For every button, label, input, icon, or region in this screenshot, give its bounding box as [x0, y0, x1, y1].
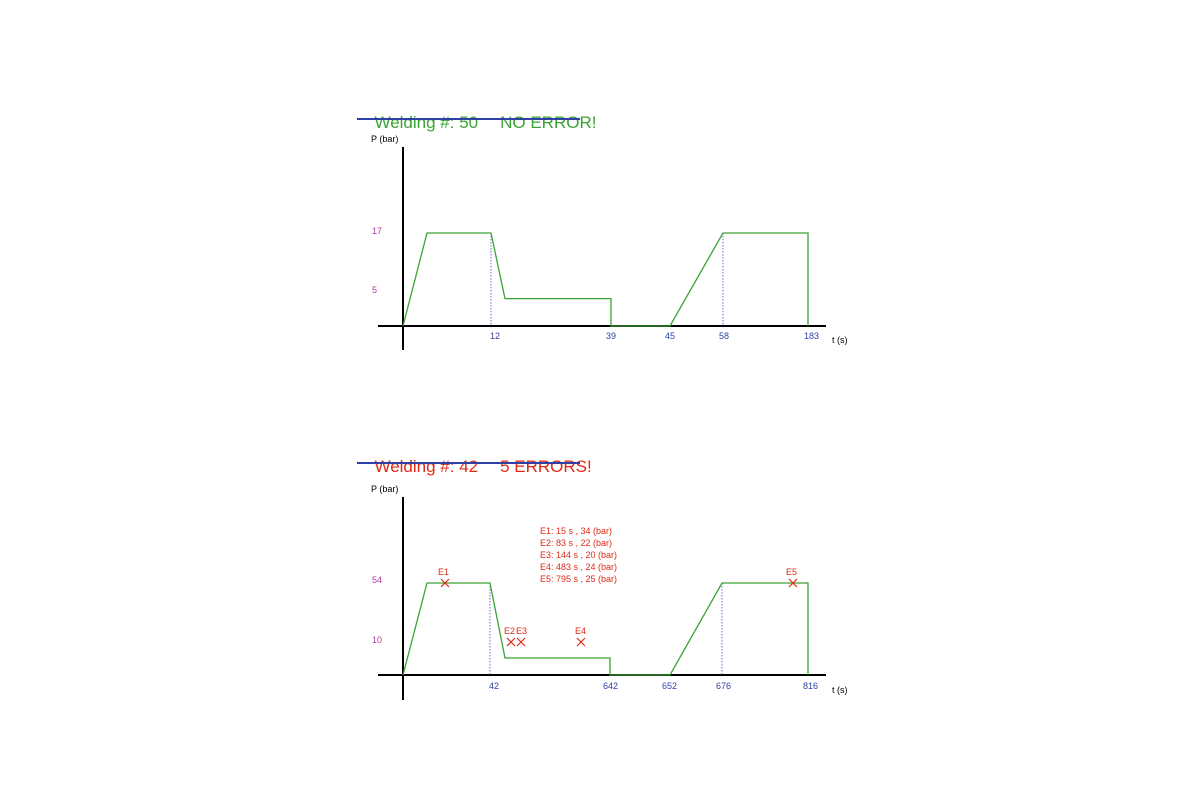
chart-2-xtick-4: 816: [803, 681, 818, 691]
chart-2-xtick-2: 652: [662, 681, 677, 691]
chart-2-status: 5 ERRORS!: [500, 457, 592, 476]
error-marker-e3: E3: [516, 626, 527, 647]
chart-2-error-note-5: E5: 795 s , 25 (bar): [540, 574, 617, 584]
chart-1-title-row: Welding #: 50 NO ERROR!: [365, 93, 596, 133]
chart-2-ytick-low: 10: [372, 635, 382, 645]
chart-1-xtick-3: 58: [719, 331, 729, 341]
error-marker-e5-label: E5: [786, 567, 797, 577]
chart-2-xtick-1: 642: [603, 681, 618, 691]
chart-1-ytick-low: 5: [372, 285, 377, 295]
chart-2-title-row: Welding #: 42 5 ERRORS!: [365, 437, 592, 477]
chart-1-xtick-1: 39: [606, 331, 616, 341]
chart-1-xtick-4: 183: [804, 331, 819, 341]
chart-2-error-note-2: E2: 83 s , 22 (bar): [540, 538, 612, 548]
error-marker-e3-label: E3: [516, 626, 527, 636]
chart-2-error-note-4: E4: 483 s , 24 (bar): [540, 562, 617, 572]
chart-2-title-underline: [357, 462, 580, 464]
chart-2-xtick-3: 676: [716, 681, 731, 691]
chart-1-xtick-2: 45: [665, 331, 675, 341]
chart-2-series-line: [402, 582, 809, 676]
error-marker-e2-label: E2: [504, 626, 515, 636]
chart-1-status: NO ERROR!: [500, 113, 597, 132]
chart-2-ytick-high: 54: [372, 575, 382, 585]
error-marker-e4-label: E4: [575, 626, 586, 636]
chart-1-y-label: P (bar): [371, 134, 398, 144]
error-marker-e1: E1: [438, 567, 450, 588]
chart-2-error-notes: E1: 15 s , 34 (bar) E2: 83 s , 22 (bar) …: [540, 526, 617, 584]
chart-2-error-note-1: E1: 15 s , 34 (bar): [540, 526, 612, 536]
chart-1-title-underline: [357, 118, 580, 120]
chart-2-x-label: t (s): [832, 685, 848, 695]
error-marker-e5: E5: [786, 567, 798, 588]
chart-1-ytick-high: 17: [372, 226, 382, 236]
chart-1-title: Welding #: 50: [374, 113, 479, 132]
chart-2-title: Welding #: 42: [374, 457, 479, 476]
chart-2-y-label: P (bar): [371, 484, 398, 494]
error-marker-e4: E4: [575, 626, 586, 647]
chart-1-x-label: t (s): [832, 335, 848, 345]
chart-2-xtick-0: 42: [489, 681, 499, 691]
chart-1: P (bar) t (s) 17 5 12 39 45 58 183: [371, 134, 848, 350]
error-marker-e2: E2: [504, 626, 516, 647]
chart-2-error-markers: E1 E2 E3 E4 E5: [438, 567, 798, 647]
chart-2: P (bar) t (s) 54 10 42 642 652 676 816 E…: [371, 484, 848, 700]
chart-1-xtick-0: 12: [490, 331, 500, 341]
chart-2-error-note-3: E3: 144 s , 20 (bar): [540, 550, 617, 560]
error-marker-e1-label: E1: [438, 567, 449, 577]
chart-1-series-line: [402, 232, 809, 327]
